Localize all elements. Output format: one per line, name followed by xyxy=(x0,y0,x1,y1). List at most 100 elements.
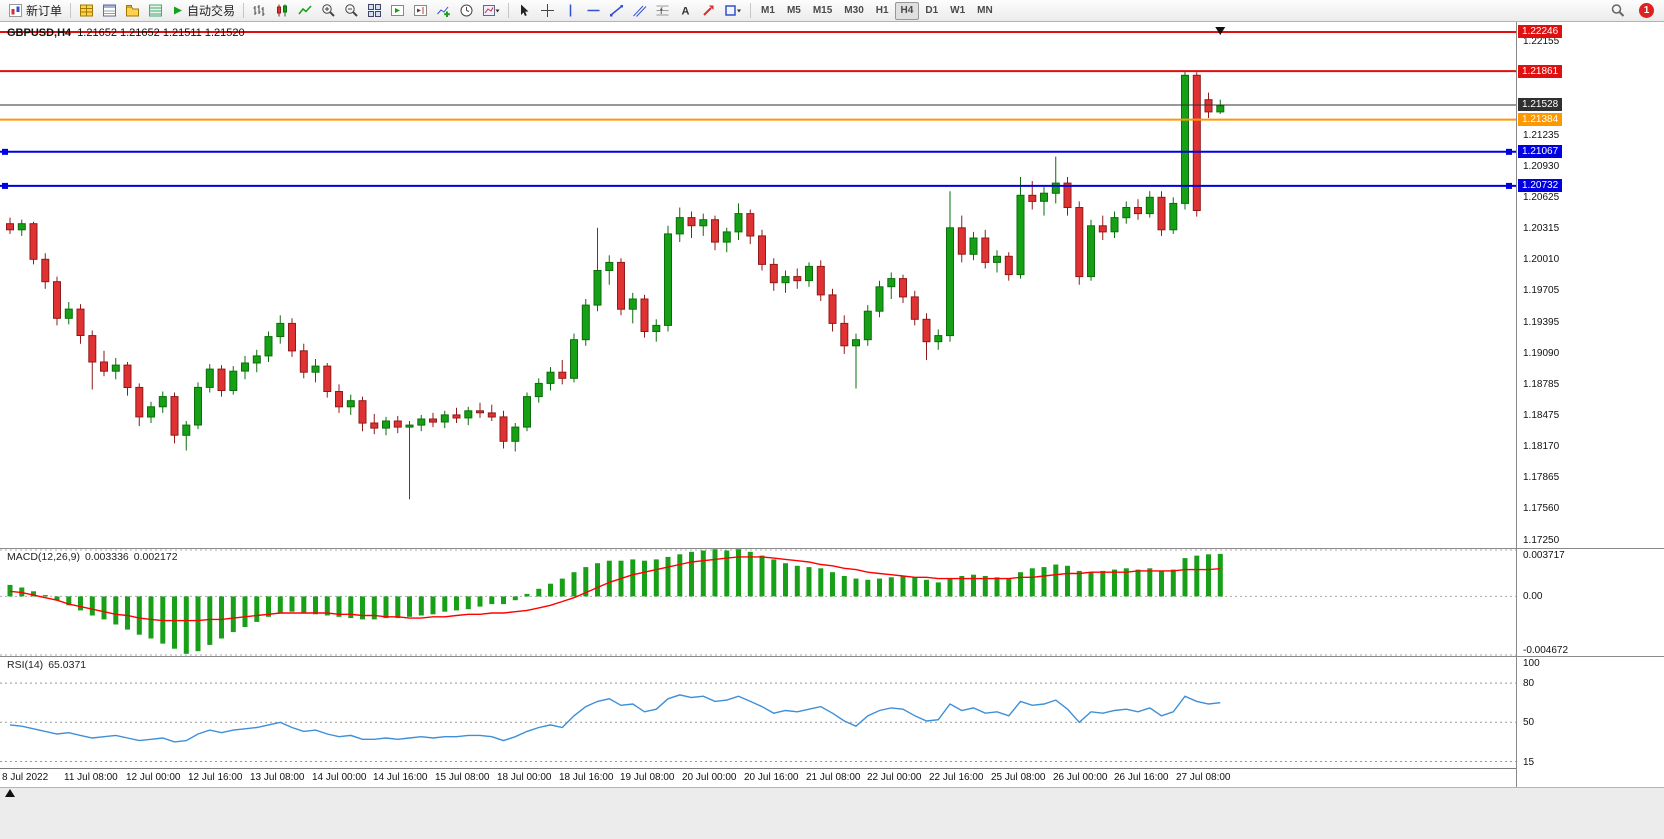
time-axis[interactable]: 8 Jul 2022 11 Jul 08:00 12 Jul 00:00 12 Jul… xyxy=(0,768,1664,787)
macd-histogram-bar xyxy=(1018,572,1023,597)
time-axis-label: 26 Jul 16:00 xyxy=(1114,772,1169,783)
horizontal-line-button[interactable] xyxy=(582,1,605,21)
candle-body xyxy=(1181,74,1189,204)
level-handle-right[interactable] xyxy=(1506,182,1512,189)
terminal-button[interactable] xyxy=(144,1,167,21)
timeframe-mn-button[interactable]: MN xyxy=(971,2,999,20)
macd-histogram-bar xyxy=(642,560,647,597)
channel-button[interactable] xyxy=(628,1,651,21)
candlestick-chart-button[interactable] xyxy=(271,1,294,21)
panel-separator[interactable] xyxy=(0,656,1664,657)
macd-histogram-bar xyxy=(1206,554,1211,597)
candle-body xyxy=(1204,99,1213,113)
price-chart-svg[interactable] xyxy=(0,22,1516,548)
candle-body xyxy=(1016,194,1025,276)
timeframe-m15-button[interactable]: M15 xyxy=(807,2,838,20)
shapes-button[interactable] xyxy=(720,1,746,21)
candle-body xyxy=(805,265,813,282)
rsi-panel[interactable] xyxy=(0,657,1516,768)
panel-separator[interactable] xyxy=(0,548,1664,549)
data-window-button[interactable] xyxy=(98,1,121,21)
macd-axis-label: 0.00 xyxy=(1523,591,1543,602)
price-axis-tick: 1.22155 xyxy=(1523,36,1560,47)
macd-histogram-bar xyxy=(78,596,83,611)
macd-histogram-bar xyxy=(183,596,189,654)
macd-histogram-bar xyxy=(830,572,835,597)
current-price-badge: 1.21528 xyxy=(1518,98,1563,111)
candle-body xyxy=(299,350,308,373)
macd-histogram-bar xyxy=(1112,569,1117,597)
tile-windows-button[interactable] xyxy=(363,1,386,21)
price-axis-tick: 1.20625 xyxy=(1523,192,1560,203)
timeframe-m5-button[interactable]: M5 xyxy=(781,2,807,20)
autotrading-button[interactable]: 自动交易 xyxy=(167,1,239,21)
chart-shift-button[interactable] xyxy=(409,1,432,21)
candle-body xyxy=(499,416,508,442)
fibonacci-button[interactable]: f xyxy=(651,1,674,21)
timeframe-m30-button[interactable]: M30 xyxy=(838,2,869,20)
arrows-button[interactable] xyxy=(697,1,720,21)
text-button[interactable]: A xyxy=(674,1,697,21)
timeframe-w1-button-label: W1 xyxy=(950,5,966,16)
candle-body xyxy=(875,286,884,312)
candle-body xyxy=(487,412,496,418)
timeframe-m1-button[interactable]: M1 xyxy=(755,2,781,20)
macd-histogram-bar xyxy=(360,596,365,620)
candle-body xyxy=(934,335,943,343)
level-handle-right[interactable] xyxy=(1506,148,1512,155)
price-level-badge: 1.20732 xyxy=(1518,179,1563,192)
candle-body xyxy=(264,336,273,357)
macd-histogram-bar xyxy=(1135,569,1141,597)
macd-histogram-bar xyxy=(31,591,36,597)
macd-svg[interactable] xyxy=(0,549,1516,656)
macd-histogram-bar xyxy=(994,577,1000,597)
candle-body xyxy=(746,213,755,237)
rsi-axis-label: 50 xyxy=(1523,717,1535,728)
candle-body xyxy=(1087,225,1095,278)
data-window-icon xyxy=(102,3,117,18)
zoom-in-button[interactable] xyxy=(317,1,340,21)
timeframe-w1-button[interactable]: W1 xyxy=(944,2,971,20)
macd-histogram-bar xyxy=(736,549,741,597)
timeframe-m30-button-label: M30 xyxy=(844,5,864,16)
zoom-out-button[interactable] xyxy=(340,1,363,21)
vertical-line-button[interactable] xyxy=(559,1,582,21)
macd-histogram-bar xyxy=(653,559,659,597)
timeframe-h4-button[interactable]: H4 xyxy=(894,1,920,20)
navigator-button[interactable] xyxy=(121,1,144,21)
level-handle-left[interactable] xyxy=(2,148,8,155)
candle-body xyxy=(593,270,602,306)
periods-button[interactable] xyxy=(455,1,478,21)
candle-body xyxy=(135,386,144,418)
timeframe-d1-button[interactable]: D1 xyxy=(919,2,944,20)
auto-scroll-button[interactable] xyxy=(386,1,409,21)
time-axis-label: 21 Jul 08:00 xyxy=(806,772,861,783)
crosshair-button[interactable] xyxy=(536,1,559,21)
bar-chart-button[interactable] xyxy=(248,1,271,21)
macd-histogram-bar xyxy=(877,578,882,597)
cursor-button[interactable] xyxy=(513,1,536,21)
trendline-button[interactable] xyxy=(605,1,628,21)
price-level-badge: 1.21067 xyxy=(1518,145,1563,158)
rsi-svg[interactable] xyxy=(0,657,1516,768)
macd-histogram-bar xyxy=(1147,568,1153,597)
macd-histogram-bar xyxy=(465,596,471,610)
time-axis-label: 18 Jul 16:00 xyxy=(559,772,614,783)
macd-signal-line xyxy=(9,556,1221,622)
level-handle-left[interactable] xyxy=(2,182,8,189)
line-chart-button[interactable] xyxy=(294,1,317,21)
price-chart-panel[interactable] xyxy=(0,22,1516,548)
channel-icon xyxy=(632,3,647,18)
macd-signal-value: 0.002172 xyxy=(133,551,178,563)
indicators-button[interactable] xyxy=(432,1,455,21)
price-axis[interactable]: 1.22155 1.21235 1.20930 1.20625 1.20315 1.200… xyxy=(1516,22,1664,787)
search-button[interactable] xyxy=(1606,1,1629,21)
scroll-position-marker[interactable] xyxy=(5,789,15,797)
market-watch-button[interactable] xyxy=(75,1,98,21)
new-order-button[interactable]: 新订单 xyxy=(4,1,66,21)
timeframe-h1-button[interactable]: H1 xyxy=(870,2,895,20)
templates-button[interactable] xyxy=(478,1,504,21)
candle-body xyxy=(311,365,320,373)
notification-badge[interactable]: 1 xyxy=(1639,3,1654,18)
macd-panel[interactable] xyxy=(0,549,1516,656)
